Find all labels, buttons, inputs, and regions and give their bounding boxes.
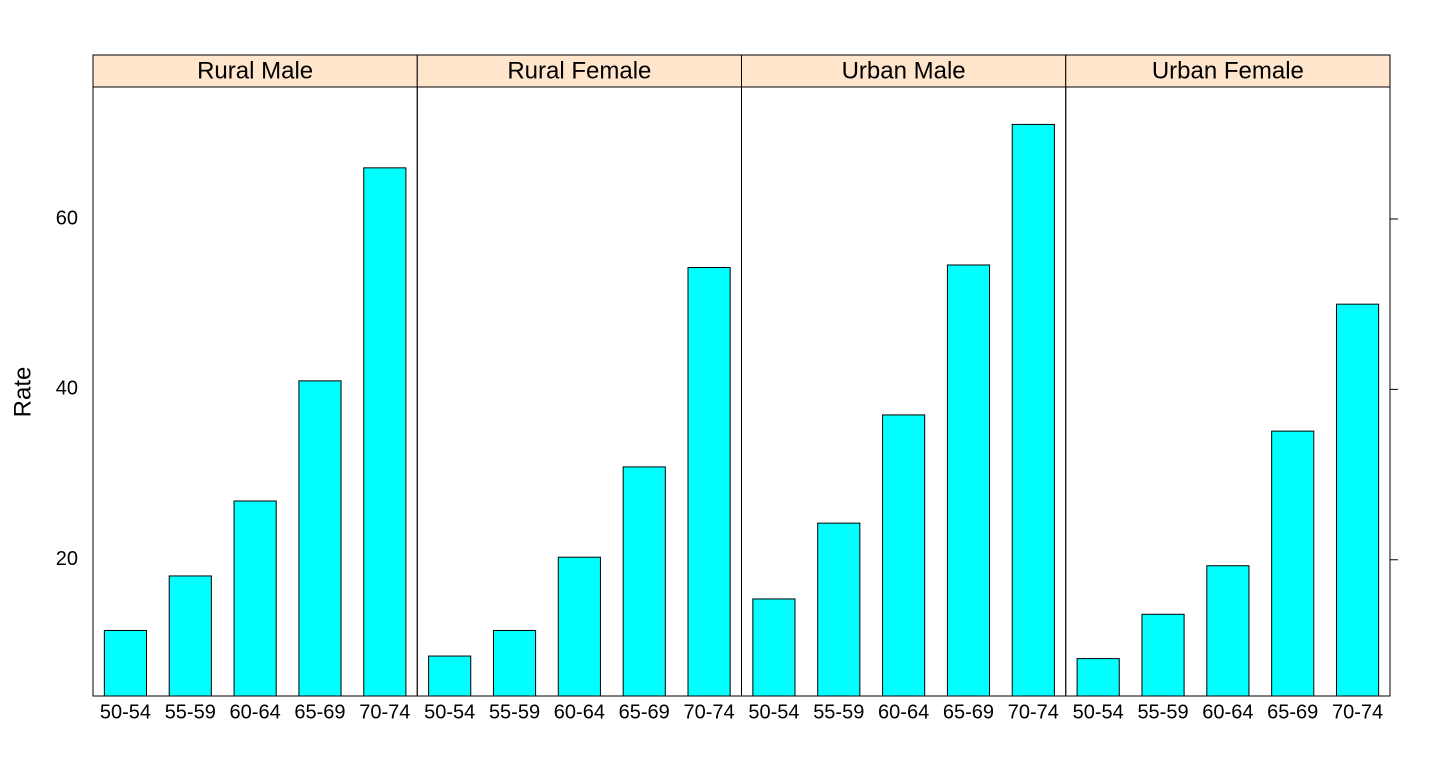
- x-tick-label: 65-69: [619, 701, 670, 723]
- strip: [1065, 54, 1391, 88]
- bar: [1011, 123, 1055, 697]
- x-tick-label: 55-59: [813, 701, 864, 723]
- bar: [752, 598, 796, 697]
- y-tick-label: 60: [56, 207, 78, 229]
- x-tick-label: 60-64: [878, 701, 929, 723]
- bar: [622, 466, 666, 697]
- bar: [103, 629, 148, 697]
- x-tick-label: 55-59: [489, 701, 540, 723]
- x-tick-label: 50-54: [100, 701, 151, 723]
- y-tick-label: 40: [56, 378, 78, 400]
- bar: [233, 500, 277, 697]
- strip-label: Rural Female: [507, 57, 651, 84]
- x-tick-label: 55-59: [1137, 701, 1188, 723]
- bar: [1335, 303, 1380, 697]
- strip: [92, 54, 418, 88]
- bar: [1271, 430, 1315, 697]
- y-tick-label: 20: [56, 548, 78, 570]
- x-tick-label: 50-54: [424, 701, 475, 723]
- bar: [1141, 613, 1185, 697]
- bar: [168, 575, 212, 697]
- bar: [492, 629, 537, 697]
- bar: [687, 267, 731, 697]
- bar: [817, 522, 861, 697]
- x-tick-label: 70-74: [1332, 701, 1383, 723]
- x-tick-label: 70-74: [683, 701, 734, 723]
- x-tick-label: 60-64: [1202, 701, 1253, 723]
- x-tick-label: 70-74: [359, 701, 410, 723]
- x-tick-label: 50-54: [1073, 701, 1124, 723]
- bar: [363, 167, 407, 697]
- bar: [946, 264, 991, 697]
- bar: [298, 380, 342, 697]
- strip-label: Rural Male: [197, 57, 313, 84]
- bar: [428, 655, 472, 697]
- x-tick-label: 55-59: [165, 701, 216, 723]
- x-tick-label: 60-64: [230, 701, 281, 723]
- bar: [1206, 565, 1250, 697]
- x-tick-label: 65-69: [943, 701, 994, 723]
- bar: [557, 556, 601, 697]
- bar: [1076, 658, 1120, 697]
- x-tick-label: 50-54: [748, 701, 799, 723]
- x-tick-label: 70-74: [1008, 701, 1059, 723]
- x-tick-label: 65-69: [294, 701, 345, 723]
- bar: [882, 414, 926, 697]
- strip: [741, 54, 1067, 88]
- strip: [416, 54, 742, 88]
- strip-label: Urban Female: [1152, 57, 1304, 84]
- strip-label: Urban Male: [842, 57, 966, 84]
- x-tick-label: 65-69: [1267, 701, 1318, 723]
- y-axis-label: Rate: [9, 367, 36, 418]
- x-tick-label: 60-64: [554, 701, 605, 723]
